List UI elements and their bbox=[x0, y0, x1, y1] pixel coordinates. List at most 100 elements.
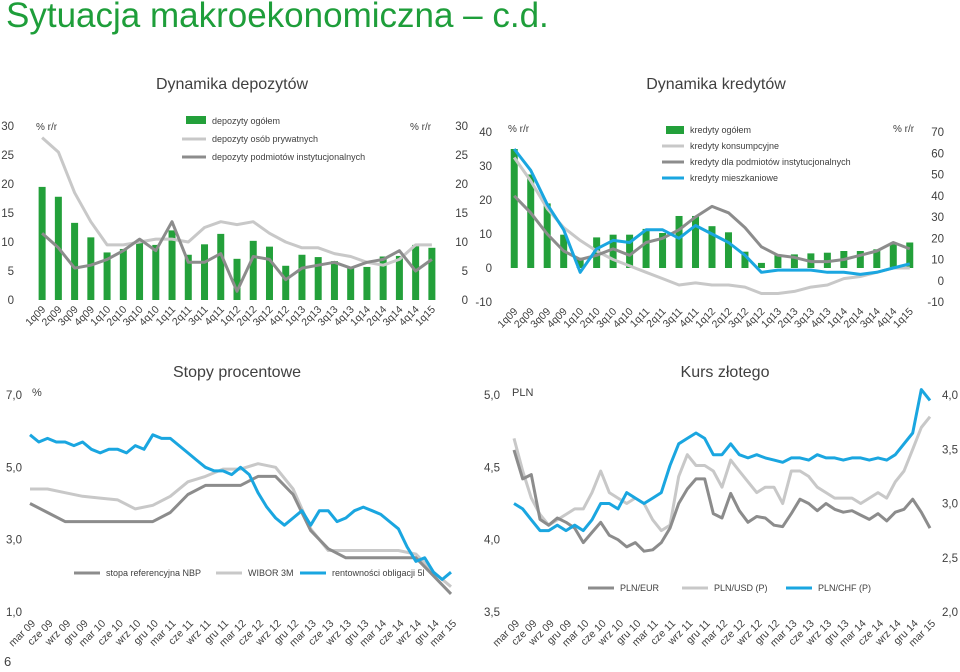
fx-ytick-right: 2,5 bbox=[942, 553, 958, 565]
deposits-bar bbox=[119, 248, 127, 300]
credits-bar bbox=[757, 262, 765, 268]
rates-ytick: 3,0 bbox=[6, 535, 22, 547]
deposits-bar bbox=[136, 241, 144, 300]
fx-legend-label: PLN/CHF (P) bbox=[818, 583, 871, 593]
credits-ylabel-right: % r/r bbox=[893, 124, 915, 135]
deposits-bar bbox=[347, 267, 355, 300]
fx-ytick-left: 4,5 bbox=[484, 462, 500, 474]
credits-bar bbox=[856, 251, 864, 268]
credits-bar bbox=[889, 244, 897, 268]
deposits-legend-label: depozyty ogółem bbox=[212, 116, 280, 126]
deposits-bar bbox=[103, 252, 111, 300]
credits-bar bbox=[659, 232, 667, 268]
fx-line-eur bbox=[512, 449, 932, 553]
credits-line-institutional bbox=[513, 194, 911, 264]
deposits-bar bbox=[184, 254, 192, 300]
credits-ytick-right: 30 bbox=[931, 212, 944, 224]
credits-ytick-right: 60 bbox=[931, 148, 944, 160]
credits-xtick: 1q15 bbox=[891, 306, 916, 331]
deposits-bar bbox=[201, 244, 209, 300]
credits-legend-label: kredyty konsumpcyjne bbox=[690, 141, 779, 151]
credits-ytick-left: 0 bbox=[486, 263, 492, 275]
credits-bar bbox=[609, 234, 617, 268]
credits-legend-label: kredyty ogółem bbox=[690, 125, 751, 135]
credits-line-mortgage bbox=[513, 148, 911, 276]
rates-ytick: 5,0 bbox=[6, 462, 22, 474]
deposits-ytick-right: 20 bbox=[455, 179, 468, 191]
credits-ytick-left: -10 bbox=[475, 297, 492, 309]
deposits-bar bbox=[363, 266, 371, 300]
rates-line-bonds bbox=[29, 433, 452, 581]
rates-legend-label: rentowności obligacji 5l bbox=[332, 568, 425, 578]
credits-ytick-right: 10 bbox=[931, 255, 944, 267]
deposits-bar bbox=[87, 237, 95, 300]
credits-bar bbox=[790, 254, 798, 268]
page-number: 6 bbox=[4, 654, 12, 669]
deposits-ytick-right: 25 bbox=[455, 150, 468, 162]
fx-line-usd bbox=[512, 415, 932, 533]
credits-ytick-left: 20 bbox=[479, 195, 492, 207]
rates-ylabel: % bbox=[32, 387, 42, 399]
credits-bar bbox=[873, 249, 881, 268]
deposits-bar bbox=[152, 244, 160, 300]
credits-title: Dynamika kredytów bbox=[646, 76, 786, 93]
deposits-legend-label: depozyty podmiotów instytucjonalnych bbox=[212, 152, 365, 162]
credits-bar bbox=[741, 251, 749, 268]
deposits-ytick-right: 10 bbox=[455, 237, 468, 249]
deposits-ytick-right: 5 bbox=[462, 266, 468, 278]
deposits-bar bbox=[395, 255, 403, 300]
credits-ytick-left: 40 bbox=[479, 127, 492, 139]
deposits-bar bbox=[249, 240, 257, 300]
deposits-ytick-left: 25 bbox=[1, 150, 14, 162]
deposits-ylabel-left: % r/r bbox=[36, 122, 58, 133]
deposits-ytick-left: 10 bbox=[1, 237, 14, 249]
rates-ytick: 1,0 bbox=[6, 607, 22, 619]
deposits-ytick-left: 5 bbox=[8, 266, 14, 278]
deposits-legend-label: depozyty osób prywatnych bbox=[212, 134, 318, 144]
deposits-bar bbox=[314, 257, 322, 300]
rates-line-reference bbox=[29, 474, 453, 595]
deposits-bar bbox=[330, 261, 338, 300]
credits-ylabel-left: % r/r bbox=[508, 124, 530, 135]
fx-ylabel-left: PLN bbox=[512, 387, 533, 399]
credits-ytick-right: 50 bbox=[931, 170, 944, 182]
credits-bar bbox=[576, 257, 584, 268]
deposits-title: Dynamika depozytów bbox=[156, 76, 309, 93]
rates-ytick: 7,0 bbox=[6, 390, 22, 402]
deposits-bar bbox=[168, 230, 176, 300]
credits-ytick-right: -10 bbox=[927, 297, 944, 309]
fx-ytick-left: 3,5 bbox=[484, 607, 500, 619]
deposits-bar bbox=[217, 233, 225, 300]
rates-legend-label: WIBOR 3M bbox=[248, 568, 294, 578]
credits-bar bbox=[708, 226, 716, 268]
fx-title: Kurs złotego bbox=[681, 364, 770, 381]
deposits-bar bbox=[38, 186, 46, 300]
deposits-bar bbox=[428, 247, 436, 300]
credits-bar bbox=[774, 254, 782, 268]
credits-bar bbox=[692, 215, 700, 268]
fx-ytick-right: 2,0 bbox=[942, 607, 958, 619]
deposits-bar bbox=[71, 222, 79, 300]
credits-legend-swatch bbox=[666, 126, 684, 134]
deposits-line-institutional bbox=[41, 220, 433, 293]
rates-legend-label: stopa referencyjna NBP bbox=[106, 568, 201, 578]
deposits-ytick-right: 15 bbox=[455, 208, 468, 220]
deposits-ytick-right: 30 bbox=[455, 121, 468, 133]
deposits-ytick-left: 15 bbox=[1, 208, 14, 220]
deposits-ytick-left: 30 bbox=[1, 121, 14, 133]
deposits-ytick-right: 0 bbox=[462, 295, 468, 307]
credits-bar bbox=[626, 234, 634, 268]
fx-legend-label: PLN/USD (P) bbox=[714, 583, 768, 593]
fx-ytick-left: 5,0 bbox=[484, 390, 500, 402]
credits-bar bbox=[724, 232, 732, 268]
deposits-ytick-left: 0 bbox=[8, 295, 14, 307]
deposits-bar bbox=[233, 258, 241, 300]
credits-ytick-left: 30 bbox=[479, 161, 492, 173]
deposits-ylabel-right: % r/r bbox=[410, 122, 432, 133]
fx-ytick-right: 4,0 bbox=[942, 390, 958, 402]
deposits-bar bbox=[379, 256, 387, 300]
credits-bar bbox=[642, 228, 650, 268]
credits-legend-label: kredyty mieszkaniowe bbox=[690, 173, 778, 183]
deposits-legend-swatch bbox=[186, 116, 206, 124]
